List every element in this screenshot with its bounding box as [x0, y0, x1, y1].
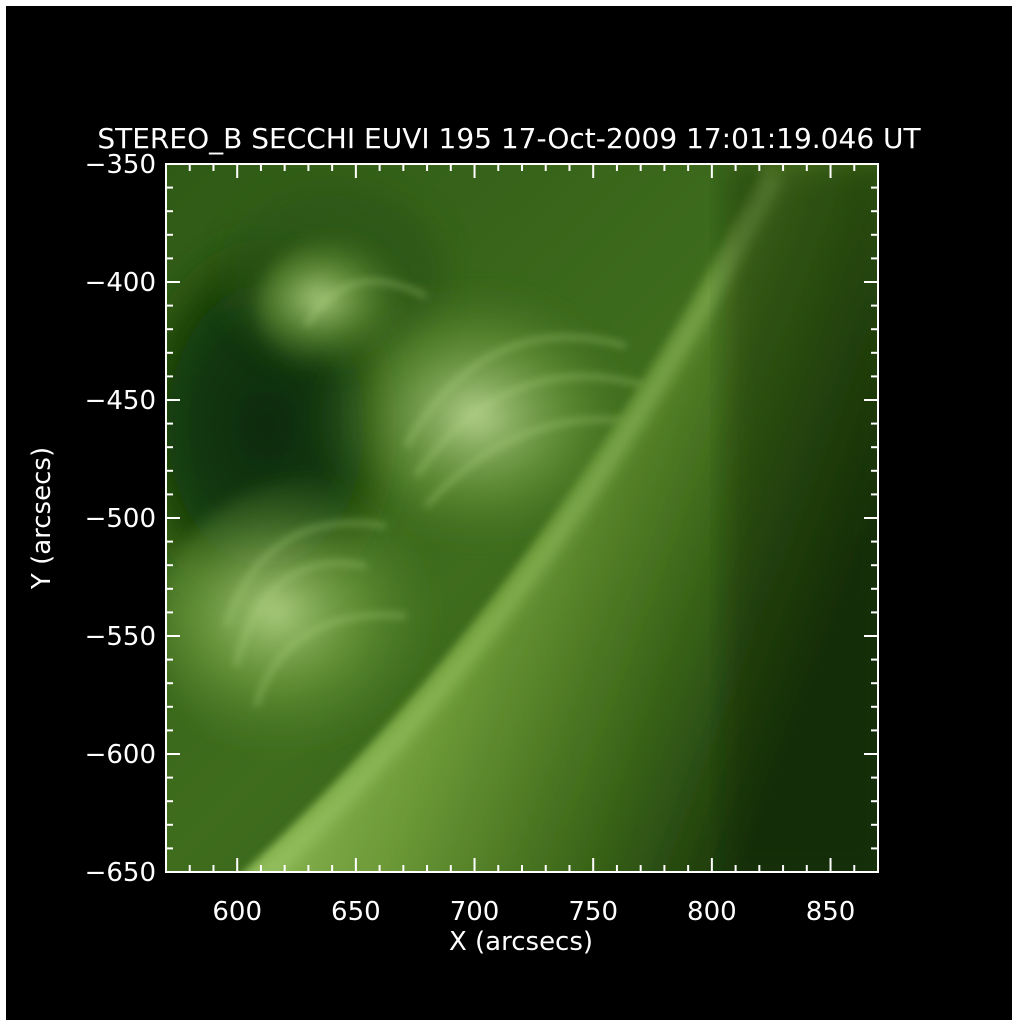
figure-frame: STEREO_B SECCHI EUVI 195 17-Oct-2009 17:… [6, 6, 1012, 1020]
x-tick-label: 650 [331, 897, 381, 927]
euv-image [166, 164, 878, 872]
plot-title: STEREO_B SECCHI EUVI 195 17-Oct-2009 17:… [97, 122, 921, 155]
y-axis-ticks: −350 −400 −450 −500 −550 −600 −650 [85, 150, 878, 888]
y-tick-label: −400 [85, 268, 156, 298]
y-axis-label: Y (arcsecs) [27, 447, 57, 590]
y-tick-label: −350 [85, 150, 156, 180]
solar-image-figure: STEREO_B SECCHI EUVI 195 17-Oct-2009 17:… [27, 122, 922, 957]
y-tick-label: −550 [85, 622, 156, 652]
y-tick-label: −650 [85, 858, 156, 888]
x-tick-label: 850 [806, 897, 856, 927]
y-tick-label: −500 [85, 504, 156, 534]
y-tick-label: −600 [85, 740, 156, 770]
x-tick-label: 600 [212, 897, 262, 927]
x-axis-ticks: 600 650 700 750 800 850 [165, 164, 879, 927]
x-tick-label: 700 [450, 897, 500, 927]
x-axis-label: X (arcsecs) [449, 927, 593, 957]
x-tick-label: 750 [568, 897, 618, 927]
y-tick-label: −450 [85, 386, 156, 416]
x-tick-label: 800 [687, 897, 737, 927]
